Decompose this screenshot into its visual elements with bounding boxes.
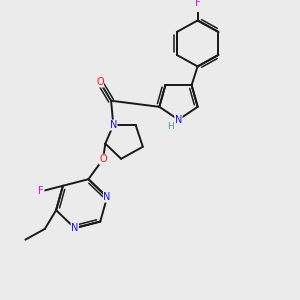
Text: O: O xyxy=(96,77,104,87)
Text: F: F xyxy=(38,186,44,196)
Text: N: N xyxy=(175,115,182,125)
Text: O: O xyxy=(99,154,107,164)
Text: H: H xyxy=(168,122,174,130)
Text: N: N xyxy=(71,223,79,233)
Text: N: N xyxy=(110,120,117,130)
Text: F: F xyxy=(195,0,200,8)
Text: N: N xyxy=(103,192,111,202)
